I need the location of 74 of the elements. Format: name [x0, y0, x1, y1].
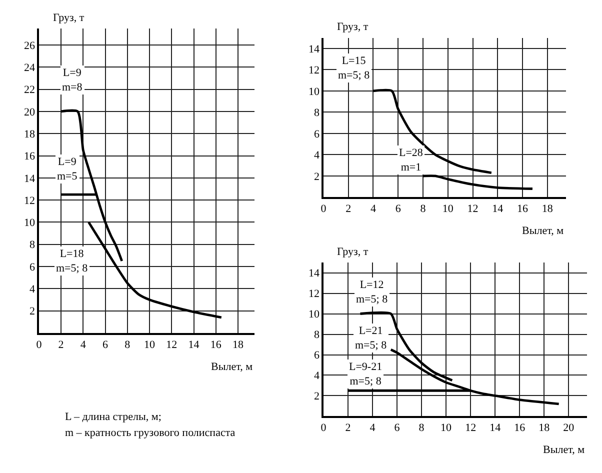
y-tick-label: 2: [314, 170, 320, 183]
y-tick-label: 16: [24, 150, 36, 163]
x-tick-label: 6: [395, 203, 402, 216]
x-tick-label: 12: [166, 338, 178, 351]
y-tick-label: 18: [24, 128, 36, 140]
y-tick-label: 8: [314, 329, 320, 342]
x-tick-label: 4: [370, 203, 376, 216]
x-tick-label: 2: [346, 203, 352, 216]
y-tick-label: 8: [29, 239, 36, 252]
x-tick-label: 18: [542, 203, 554, 216]
y-tick-label: 10: [308, 308, 320, 321]
x-tick-label: 4: [370, 422, 376, 434]
y-tick-label: 4: [314, 150, 320, 162]
x-tick-label: 16: [210, 338, 222, 351]
x-tick-label: 10: [442, 203, 454, 216]
y-tick-label: 4: [29, 284, 36, 296]
y-tick-label: 26: [24, 40, 36, 52]
x-tick-label: 8: [420, 203, 426, 216]
series-label: L=21 m=5; 8: [355, 325, 388, 352]
x-tick-label: 20: [563, 422, 575, 434]
series-label: L=9 m=5: [57, 156, 78, 182]
x-tick-label: 10: [440, 422, 452, 434]
x-tick-label: 18: [232, 338, 244, 351]
x-axis-title: Вылет, м: [543, 444, 585, 456]
x-tick-label: 8: [124, 338, 131, 351]
x-tick-label: 0: [36, 338, 42, 351]
x-tick-label: 8: [418, 422, 425, 434]
x-tick-label: 6: [394, 422, 400, 434]
y-tick-label: 6: [29, 261, 36, 274]
series-label: L=12 m=5; 8: [356, 279, 388, 306]
y-tick-label: 14: [308, 43, 320, 56]
y-tick-label: 12: [24, 194, 35, 207]
series-label: L=18 m=5; 8: [56, 248, 88, 274]
x-tick-label: 0: [320, 422, 327, 434]
y-tick-label: 2: [29, 306, 35, 318]
x-tick-label: 0: [320, 203, 327, 216]
y-axis-title: Груз, т: [53, 12, 84, 24]
series-label: L=15 m=5; 8: [338, 55, 370, 82]
y-tick-label: 12: [308, 288, 320, 300]
x-tick-label: 14: [188, 338, 200, 351]
y-axis-title: Груз, т: [337, 246, 368, 258]
y-axis-title: Груз, т: [337, 21, 368, 33]
y-tick-label: 14: [308, 268, 320, 280]
y-tick-label: 6: [314, 128, 320, 140]
series-label: L=9 m=8: [62, 67, 83, 94]
x-tick-label: 18: [538, 422, 550, 434]
series-label: L=9-21 m=5; 8: [349, 361, 382, 388]
x-tick-label: 16: [517, 203, 529, 216]
x-tick-label: 2: [58, 338, 64, 351]
y-tick-label: 20: [24, 106, 36, 118]
y-tick-label: 2: [314, 390, 320, 403]
x-tick-label: 4: [80, 338, 86, 351]
x-tick-label: 10: [144, 338, 156, 351]
y-tick-label: 8: [314, 107, 320, 120]
text: L – длина стрелы, м;: [65, 411, 162, 423]
x-tick-label: 2: [345, 422, 351, 434]
x-tick-label: 14: [490, 422, 502, 434]
y-tick-label: 10: [24, 217, 36, 230]
x-axis-title: Вылет, м: [211, 361, 253, 373]
y-tick-label: 12: [308, 64, 320, 77]
x-tick-label: 12: [467, 203, 478, 216]
y-tick-label: 4: [314, 370, 320, 382]
y-tick-label: 14: [24, 172, 36, 185]
series-label: L=28 m=1: [399, 147, 424, 174]
y-tick-label: 10: [308, 86, 320, 98]
y-tick-label: 24: [24, 62, 36, 74]
y-tick-label: 6: [314, 350, 320, 362]
x-axis-title: Вылет, м: [522, 225, 564, 237]
text: m – кратность грузового полиспаста: [65, 427, 236, 439]
x-tick-label: 6: [102, 338, 109, 351]
y-tick-label: 22: [24, 84, 35, 96]
x-tick-label: 16: [514, 422, 526, 434]
x-tick-label: 12: [465, 422, 476, 434]
x-tick-label: 14: [492, 203, 504, 216]
